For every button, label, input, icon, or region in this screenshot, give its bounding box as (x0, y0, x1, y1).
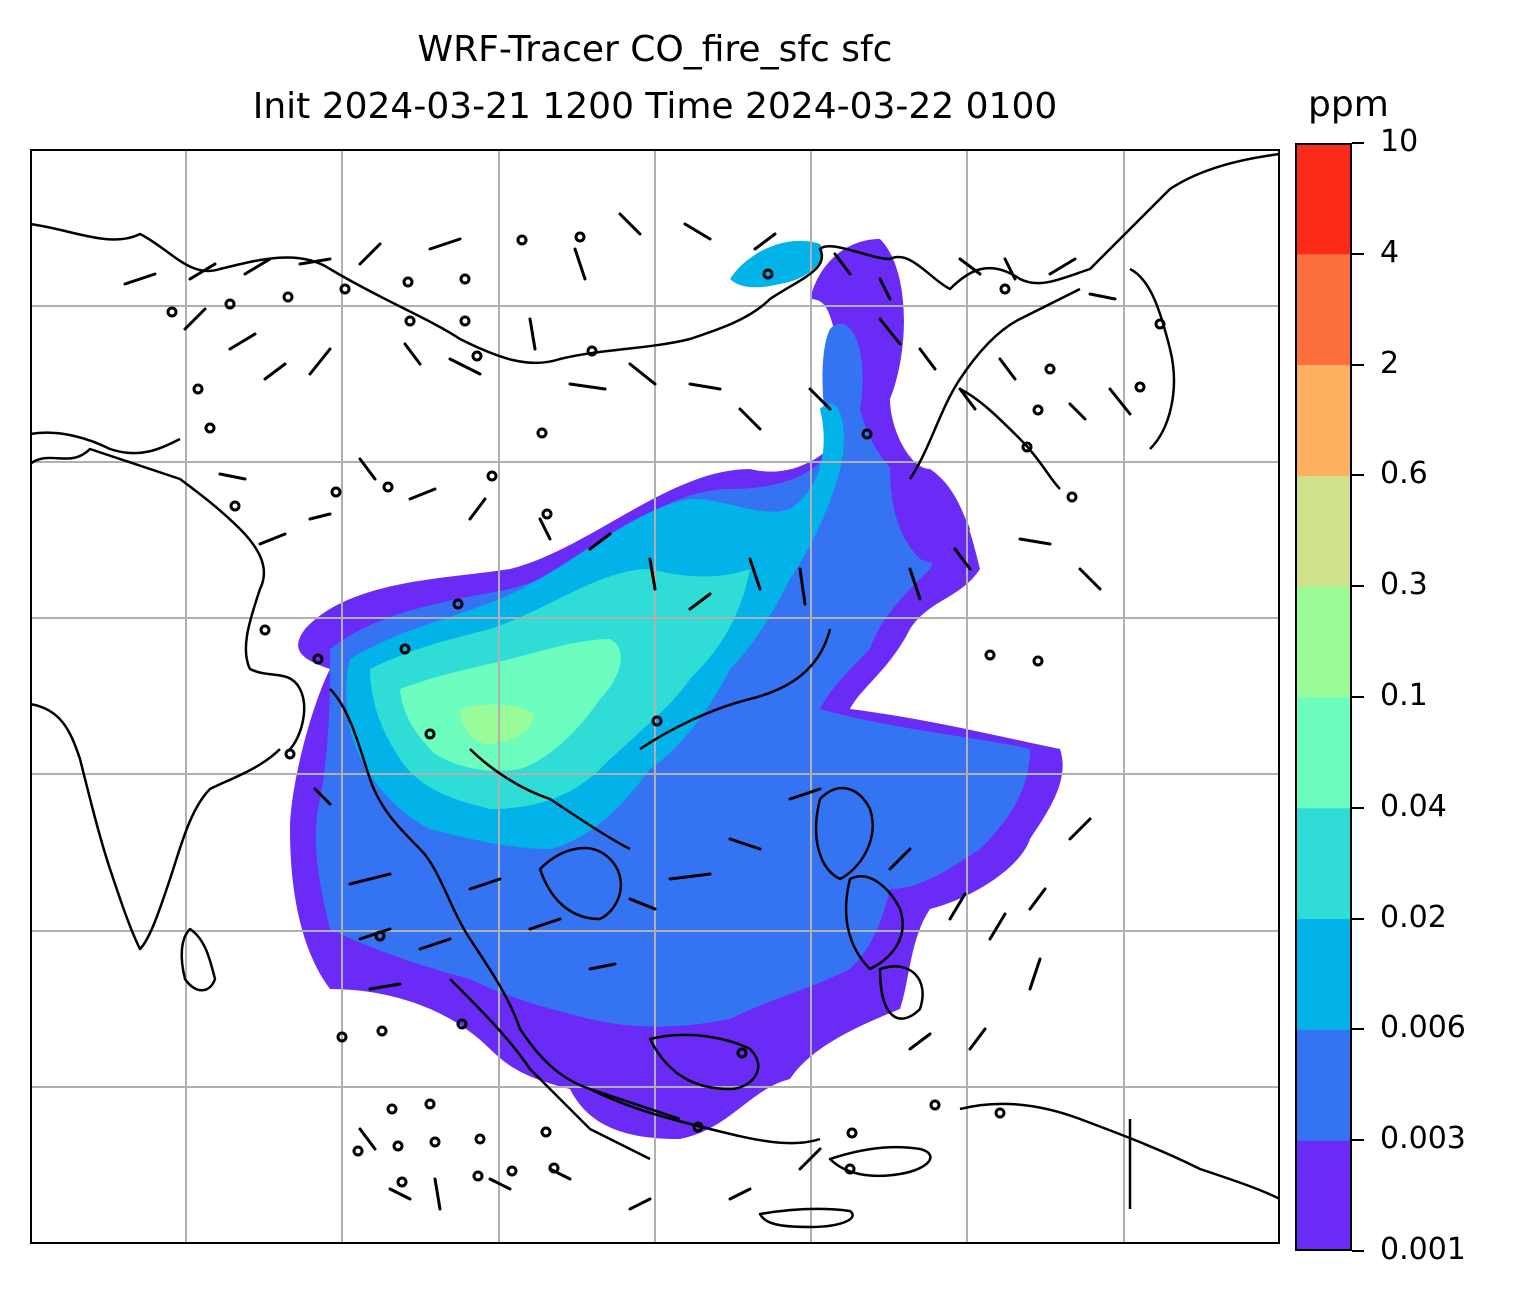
colorbar-tick (1352, 363, 1364, 366)
colorbar-tick-label: 0.1 (1380, 678, 1428, 713)
colorbar-frame (1295, 143, 1352, 1251)
map-plot (30, 149, 1280, 1244)
map-frame (30, 149, 1280, 1244)
colorbar-segment (1295, 475, 1352, 587)
wind-barbs (123, 212, 1132, 1211)
colorbar-tick (1352, 252, 1364, 255)
colorbar-tick (1352, 142, 1364, 144)
colorbar-tick (1352, 1028, 1364, 1031)
calm-markers (166, 231, 1166, 1188)
coastlines (30, 152, 1280, 1229)
colorbar-segment (1295, 918, 1352, 1030)
colorbar-tick-label: 0.003 (1380, 1121, 1466, 1157)
colorbar-unit: ppm (1308, 84, 1389, 125)
colorbar (1295, 143, 1352, 1251)
plume-level-5 (400, 639, 621, 771)
colorbar-tick (1352, 1139, 1364, 1142)
colorbar-segment (1295, 697, 1352, 809)
colorbar-tick (1352, 1250, 1364, 1252)
colorbar-segment (1295, 364, 1352, 476)
plume-patch-north (730, 240, 823, 288)
colorbar-segment (1295, 807, 1352, 920)
map-gridlines (30, 149, 1280, 1244)
colorbar-tick-label: 2 (1380, 345, 1400, 381)
colorbar-segment (1295, 1029, 1352, 1141)
colorbar-tick-label: 0.02 (1380, 899, 1447, 935)
colorbar-tick (1352, 917, 1364, 920)
colorbar-tick (1352, 806, 1364, 809)
colorbar-segment (1295, 143, 1352, 255)
colorbar-segment (1295, 253, 1352, 366)
colorbar-tick-label: 10 (1380, 124, 1419, 159)
colorbar-segment (1295, 1140, 1352, 1251)
plume-level-6 (460, 704, 535, 744)
colorbar-segment (1295, 586, 1352, 698)
map-title-line1: WRF-Tracer CO_fire_sfc sfc (417, 29, 893, 70)
colorbar-tick (1352, 696, 1364, 698)
colorbar-tick-label: 0.3 (1380, 567, 1428, 603)
colorbar-tick-label: 0.6 (1380, 456, 1428, 492)
colorbar-tick-label: 0.006 (1380, 1010, 1466, 1046)
colorbar-tick-label: 0.04 (1380, 788, 1447, 824)
colorbar-tick (1352, 585, 1364, 588)
colorbar-tick-label: 4 (1380, 234, 1400, 270)
tracer-plume (290, 239, 1063, 1139)
colorbar-tick-label: 0.001 (1380, 1232, 1466, 1267)
plume-patch-japan (890, 469, 970, 563)
colorbar-tick (1352, 474, 1364, 477)
map-title-line2: Init 2024-03-21 1200 Time 2024-03-22 010… (252, 86, 1058, 127)
